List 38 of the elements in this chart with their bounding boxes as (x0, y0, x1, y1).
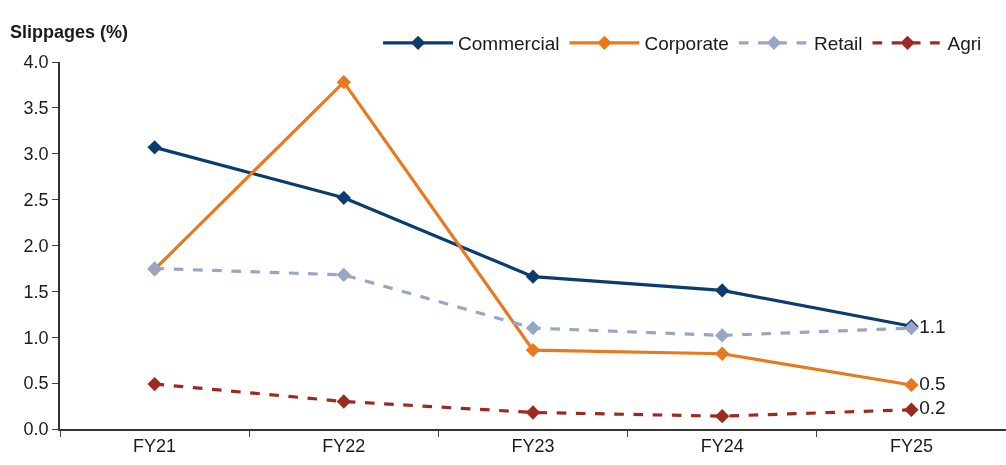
y-tick-label: 3.5 (23, 98, 49, 119)
x-tick-label: FY25 (889, 436, 933, 457)
data-label: 1.1 (919, 315, 946, 337)
y-tick-label: 0.5 (23, 373, 49, 394)
point (525, 269, 541, 284)
point (904, 402, 919, 417)
point (147, 140, 162, 155)
legend-label: Agri (947, 33, 982, 55)
y-tick-label: 1.0 (23, 327, 49, 348)
y-tick-label: 1.5 (23, 281, 49, 302)
y-axis-title: Slippages (%) (10, 22, 129, 42)
y-tick-label: 2.5 (23, 189, 49, 210)
data-label: 0.5 (919, 372, 946, 394)
point (904, 377, 919, 393)
point (715, 283, 730, 298)
point (715, 409, 730, 424)
point (525, 342, 541, 358)
y-tick-label: 4.0 (23, 52, 49, 73)
point (336, 75, 351, 90)
point (525, 320, 541, 336)
point (525, 405, 541, 420)
point (336, 190, 351, 205)
point (336, 267, 351, 283)
x-tick-label: FY23 (511, 436, 555, 457)
point (715, 328, 730, 343)
legend-label: Commercial (458, 33, 560, 55)
x-tick-label: FY21 (133, 436, 177, 457)
x-tick-label: FY22 (322, 436, 366, 457)
point (715, 346, 730, 361)
point (147, 376, 162, 392)
point (336, 394, 351, 409)
legend-label: Corporate (644, 33, 729, 55)
legend-label: Retail (813, 33, 863, 55)
data-label: 0.2 (919, 397, 946, 419)
x-tick-label: FY24 (700, 436, 744, 457)
y-tick-label: 0.0 (23, 419, 49, 440)
y-tick-label: 2.0 (23, 235, 49, 256)
y-tick-label: 3.0 (23, 144, 49, 165)
